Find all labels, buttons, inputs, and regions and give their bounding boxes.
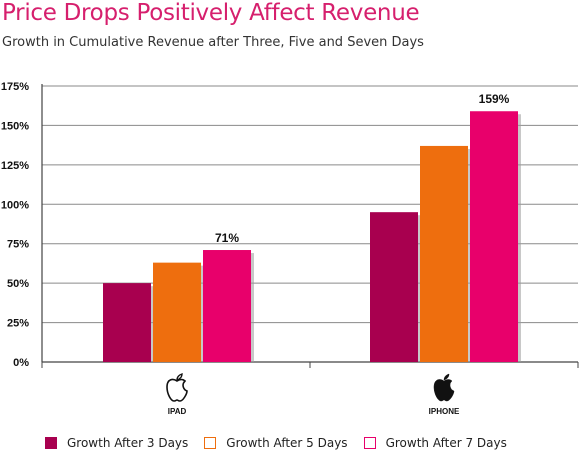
legend-label-3-days: Growth After 3 Days bbox=[67, 436, 189, 450]
bar-ipad-series-1 bbox=[103, 283, 151, 362]
bar-ipad-series-3 bbox=[203, 250, 251, 362]
y-tick-label: 25% bbox=[7, 318, 29, 330]
chart-area: 0% 25% 50% 75% 100% 125% 150% 175% 71% IPAD 159% IP… bbox=[1, 81, 579, 416]
data-label: 71% bbox=[215, 231, 239, 245]
apple-filled-icon bbox=[433, 373, 455, 402]
apple-outline-icon bbox=[166, 373, 188, 402]
chart-title: Price Drops Positively Affect Revenue bbox=[2, 0, 420, 26]
legend: Growth After 3 Days Growth After 5 Days … bbox=[45, 436, 523, 450]
legend-label-7-days: Growth After 7 Days bbox=[385, 436, 507, 450]
y-tick-label: 175% bbox=[1, 81, 29, 93]
y-tick-label: 125% bbox=[1, 160, 29, 172]
legend-swatch-7-days bbox=[363, 437, 376, 449]
y-tick-label: 75% bbox=[7, 239, 29, 251]
y-tick-label: 50% bbox=[7, 278, 29, 290]
category-label: IPAD bbox=[168, 407, 187, 416]
legend-label-5-days: Growth After 5 Days bbox=[226, 436, 348, 450]
y-tick-label: 150% bbox=[1, 120, 29, 132]
y-tick-label: 100% bbox=[1, 199, 29, 211]
bar-iphone-series-1 bbox=[370, 212, 418, 362]
legend-swatch-3-days bbox=[45, 437, 57, 449]
legend-swatch-5-days bbox=[204, 437, 217, 449]
category-label: IPHONE bbox=[429, 407, 460, 416]
chart-subtitle: Growth in Cumulative Revenue after Three… bbox=[2, 35, 424, 50]
legend-item-7-days: Growth After 7 Days bbox=[363, 436, 507, 450]
bar-iphone-series-3 bbox=[470, 111, 518, 362]
data-label: 159% bbox=[479, 92, 510, 106]
legend-item-3-days: Growth After 3 Days bbox=[45, 436, 188, 450]
legend-item-5-days: Growth After 5 Days bbox=[204, 436, 348, 450]
bar-ipad-series-2 bbox=[153, 262, 201, 362]
y-tick-label: 0% bbox=[13, 357, 29, 369]
bar-iphone-series-2 bbox=[420, 145, 468, 362]
